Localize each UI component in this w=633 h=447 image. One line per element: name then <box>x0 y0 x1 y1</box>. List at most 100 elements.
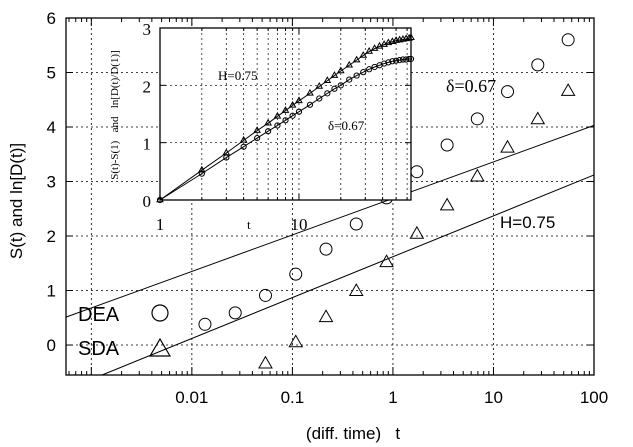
inset-data-point-circle <box>381 60 388 67</box>
inset-data-point-triangle <box>407 33 415 41</box>
inset-data-point-circle <box>389 58 396 65</box>
data-point-dea <box>319 242 333 256</box>
inset-data-point-triangle <box>345 60 354 68</box>
x-axis-label: (diff. time) t <box>306 424 400 443</box>
y-tick-label: 4 <box>47 118 56 137</box>
inset-x-tick-label: 1 <box>156 215 165 234</box>
data-point-dea <box>349 217 363 231</box>
inset-data-point-circle <box>385 59 392 66</box>
inset-data-point-triangle <box>197 165 206 173</box>
inset-data-point-triangle <box>306 88 314 96</box>
data-point-sda <box>530 111 546 125</box>
data-point-dea <box>531 58 545 72</box>
inset-data-point-triangle <box>359 51 368 58</box>
inset-x-axis-label: t <box>247 217 251 232</box>
inset-data-point-circle <box>274 122 281 129</box>
data-point-sda <box>439 197 455 211</box>
inset-data-point-triangle <box>239 135 248 143</box>
inset-data-point-triangle <box>352 55 361 63</box>
inset-data-point-circle <box>295 108 303 115</box>
legend-marker-sda <box>148 337 172 357</box>
x-tick-label: 10 <box>484 388 503 407</box>
inset-data-point-circle <box>289 112 296 119</box>
y-axis-label: S(t) and ln[D(t)] <box>7 143 26 259</box>
inset-grid <box>160 28 411 200</box>
data-point-sda <box>258 355 273 369</box>
inset-data-point-triangle <box>222 148 231 156</box>
y-tick-label: 1 <box>47 282 56 301</box>
data-point-sda <box>348 283 364 296</box>
y-tick-label: 6 <box>47 9 56 28</box>
inset-data-point-triangle <box>405 33 413 41</box>
inset-y-tick-label: 2 <box>143 77 152 96</box>
inset-annotation-hurst: H=0.75 <box>218 68 257 83</box>
inset-data-point-circle <box>337 82 344 89</box>
y-tick-label: 3 <box>47 173 56 192</box>
inset-data-point-circle <box>198 170 205 177</box>
inset-data-point-triangle <box>295 96 303 104</box>
inset-data-point-triangle <box>273 111 282 119</box>
x-tick-label: 0.1 <box>281 388 305 407</box>
x-tick-label: 1 <box>388 388 397 407</box>
data-point-sda <box>288 334 304 348</box>
data-point-dea <box>228 306 242 320</box>
inset-data-point-circle <box>254 134 261 142</box>
inset-data-point-triangle <box>370 44 379 51</box>
inset-data-point-circle <box>240 143 247 150</box>
inset-data-point-triangle <box>323 76 332 84</box>
x-tick-label: 100 <box>580 388 608 407</box>
data-point-sda <box>318 309 334 323</box>
inset-data-point-circle <box>399 56 407 63</box>
data-point-dea <box>440 138 454 152</box>
inset-annotation-delta: δ=0.67 <box>328 118 365 133</box>
main-plot-frame <box>65 17 595 376</box>
inset-markers <box>156 33 415 204</box>
inset-data-point-triangle <box>281 106 290 113</box>
inset-data-point-triangle <box>375 41 384 49</box>
inset-x-tick-label: 10 <box>290 215 307 234</box>
main-fit-lines <box>65 124 595 376</box>
x-tick-label: 0.01 <box>175 388 208 407</box>
inset-data-point-circle <box>405 55 413 63</box>
inset-data-point-circle <box>265 128 272 135</box>
inset-data-point-circle <box>407 55 415 63</box>
data-point-dea <box>258 288 272 302</box>
annotation-hurst: H=0.75 <box>500 213 555 232</box>
fit-line-sda <box>101 174 595 376</box>
data-point-sda <box>379 254 394 268</box>
data-point-dea <box>198 317 212 331</box>
legend: DEA SDA <box>78 304 172 360</box>
data-point-dea <box>561 33 575 47</box>
inset-data-point-triangle <box>288 100 297 108</box>
legend-label-dea: DEA <box>78 304 120 326</box>
inset-data-point-circle <box>360 69 367 76</box>
inset-y-tick-label: 0 <box>143 192 152 211</box>
inset-data-point-circle <box>366 66 373 73</box>
inset-data-point-circle <box>346 76 353 83</box>
inset-data-point-triangle <box>264 118 273 126</box>
data-point-sda <box>409 225 425 239</box>
inset-data-point-circle <box>393 57 400 64</box>
inset-data-point-circle <box>331 85 338 92</box>
data-point-sda <box>560 83 576 96</box>
inset-data-point-triangle <box>156 195 164 203</box>
legend-label-sda: SDA <box>78 338 120 360</box>
inset-data-point-circle <box>306 101 314 108</box>
y-tick-label: 0 <box>47 336 56 355</box>
fit-line-dea <box>65 124 595 318</box>
inset-data-point-circle <box>396 57 403 64</box>
data-point-sda <box>500 139 515 153</box>
inset-data-point-triangle <box>330 71 339 78</box>
data-point-dea <box>470 112 484 126</box>
data-point-dea <box>501 85 515 99</box>
data-point-dea <box>410 165 424 179</box>
inset-y-tick-label: 3 <box>143 20 152 39</box>
inset-data-point-triangle <box>315 82 324 89</box>
annotation-delta: δ=0.67 <box>446 76 496 96</box>
inset-data-point-triangle <box>336 66 345 74</box>
inset-data-point-triangle <box>253 126 261 133</box>
inset-data-point-circle <box>316 95 323 102</box>
y-tick-label: 2 <box>47 227 56 246</box>
